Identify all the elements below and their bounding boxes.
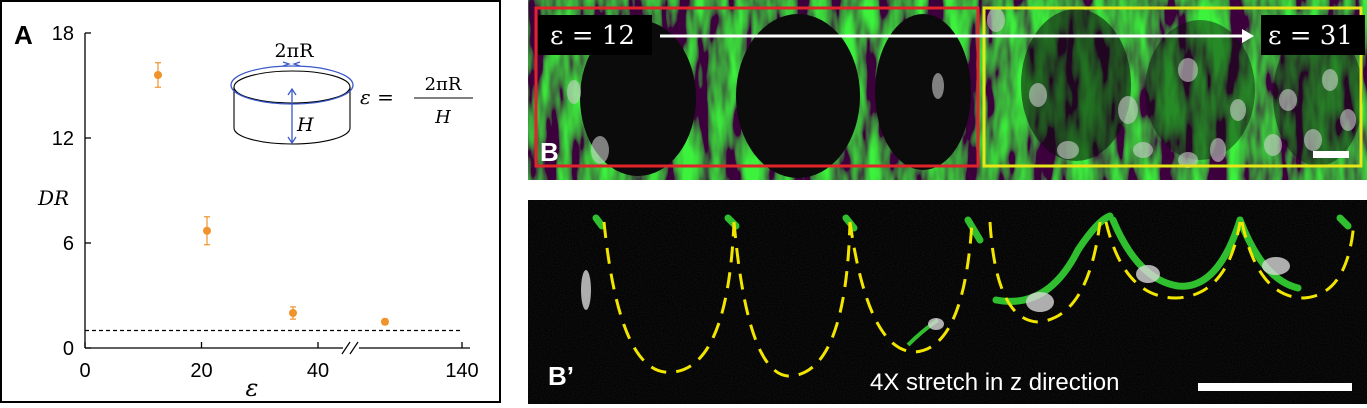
y-tick-label: 6 [63, 233, 74, 255]
direction-arrowhead [1242, 29, 1254, 43]
x-axis-break-mark [341, 340, 359, 356]
y-axis-label: DR [37, 186, 69, 210]
height-label: H [296, 114, 314, 136]
region-box-epsilon-31 [982, 6, 1363, 168]
circumference-arrowhead-left [282, 61, 291, 67]
y-tick-label: 12 [52, 128, 74, 150]
data-point [203, 216, 211, 246]
x-tick-label: 0 [79, 360, 90, 382]
equation-denominator: H [434, 107, 451, 128]
data-point [381, 317, 389, 326]
panel-b-letter: B [540, 137, 559, 167]
x-tick-label: 20 [190, 360, 212, 382]
label-epsilon-31: ε = 31 [1268, 21, 1353, 51]
label-epsilon-12: ε = 12 [550, 21, 635, 51]
stretch-caption: 4X stretch in z direction [870, 369, 1119, 396]
panel-b2-micrograph: B’ 4X stretch in z direction [528, 200, 1367, 404]
y-tick-label: 0 [63, 338, 74, 360]
tick-layer: 0 6 12 18 0 20 40 140 [52, 23, 479, 382]
circumference-label: 2πR [275, 40, 315, 62]
panel-a-border [0, 0, 501, 403]
point-marker [203, 226, 211, 235]
x-tick-label: 40 [307, 360, 329, 382]
side-view-image: B’ 4X stretch in z direction [528, 200, 1367, 404]
data-point [154, 62, 162, 88]
label-right-bg [1261, 15, 1365, 55]
y-tick-label: 18 [52, 23, 74, 45]
scale-bar-b [1313, 151, 1349, 158]
panel-a-chart: A 0 6 12 18 0 20 40 140 DR ε 2πR H ε = 2π [0, 0, 503, 404]
panel-b2-letter: B’ [548, 361, 574, 391]
background-noise [528, 200, 1367, 404]
x-axis-label: ε [246, 374, 259, 402]
cell-nuclei [567, 8, 1356, 168]
height-arrowheads [287, 87, 297, 145]
circumference-arrowhead-right [292, 61, 301, 67]
equation-numerator: 2πR [425, 74, 462, 95]
cylinder-diagram: 2πR H [230, 40, 354, 145]
data-points [154, 62, 389, 326]
point-marker [289, 309, 297, 317]
x-tick-label: 140 [445, 360, 478, 382]
panel-a-letter: A [14, 20, 33, 50]
panel-b-micrograph: ε = 12 ε = 31 B [528, 0, 1367, 180]
point-marker [154, 71, 162, 79]
dark-wells [580, 9, 1363, 178]
data-point [289, 306, 297, 320]
well-outline-dashed [602, 221, 1356, 378]
region-box-epsilon-12 [534, 6, 980, 168]
scale-bar-b2 [1198, 383, 1352, 391]
top-view-image: ε = 12 ε = 31 B [528, 0, 1367, 180]
side-nuclei [581, 257, 1290, 330]
epsilon-equation: ε = 2πR H [360, 74, 473, 128]
point-marker [381, 317, 389, 326]
label-left-bg [538, 15, 652, 55]
equation-lhs: ε = [360, 85, 394, 109]
